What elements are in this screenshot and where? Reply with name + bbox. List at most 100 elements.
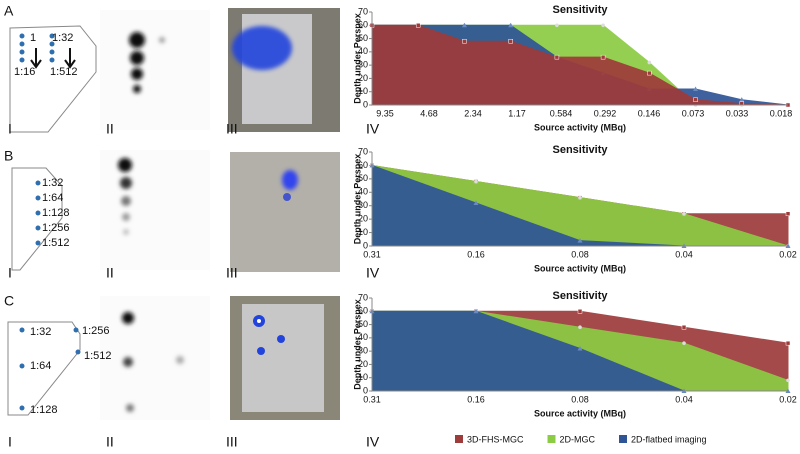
y-axis-title: Depth under Perspex [352,299,362,390]
marker [739,101,745,106]
marker [577,345,583,351]
panel-letter: C [4,293,14,309]
panel-numeral: IV [366,265,380,281]
x-tick-label: 0.08 [571,394,589,404]
panel-numeral: II [106,265,114,281]
marker [647,60,652,65]
y-tick-label: 40 [358,332,368,342]
marker [577,309,583,314]
panel-numeral: II [106,434,114,450]
y-tick-label: 40 [358,187,368,197]
y-tick-label: 50 [358,173,368,183]
x-tick-label: 0.04 [675,394,693,404]
plate-label: 1:32 [52,32,73,44]
panel-letter: B [4,148,13,164]
panel-numeral: I [8,434,12,450]
marker [473,308,479,314]
marker [578,325,582,330]
legend-label: 3D-FHS-MGC [467,434,524,444]
plate-label: 1:512 [42,237,70,249]
plate-label: 1:16 [14,66,35,78]
plate-label: 1:512 [84,350,112,362]
chart-title: Sensitivity [552,144,608,156]
marker [681,324,687,330]
panel-numeral: I [8,121,12,137]
marker [462,38,467,44]
plate-label: 1:32 [42,177,63,189]
panel-numeral: IV [366,121,380,137]
marker [601,23,605,28]
marker [554,54,560,60]
y-tick-label: 20 [358,359,368,369]
plate-label: 1:256 [82,325,110,337]
plate-label: 1:64 [30,360,51,372]
plate-label: 1:256 [42,222,70,234]
y-tick-label: 50 [358,33,368,43]
y-tick-label: 0 [363,385,368,395]
y-tick-label: 0 [363,240,368,250]
x-axis-title: Source activity (MBq) [534,263,626,273]
legend-label: 2D-MGC [560,434,596,444]
marker [786,378,790,383]
x-tick-label: 4.68 [420,108,438,118]
y-tick-label: 50 [358,319,368,329]
marker [785,340,791,346]
panel-numeral: III [226,265,238,281]
marker [647,70,652,76]
legend-label: 2D-flatbed imaging [631,434,707,444]
panel-numeral: IV [366,434,380,450]
y-tick-label: 60 [358,160,368,170]
area [371,24,789,106]
photo [230,296,340,420]
x-tick-label: 0.146 [638,108,661,118]
marker [600,54,606,60]
legend-swatch [619,435,627,443]
marker [474,179,478,184]
photo [230,152,340,272]
marker [473,200,479,206]
plate-label: 1:512 [50,66,78,78]
x-tick-label: 0.292 [594,108,617,118]
marker [508,22,514,28]
y-tick-label: 70 [358,146,368,156]
x-tick-label: 0.02 [779,249,797,259]
y-axis-title: Depth under Perspex [352,154,362,245]
x-axis-title: Source activity (MBq) [534,122,626,132]
x-tick-label: 0.04 [675,249,693,259]
marker [555,23,559,28]
plate-label: 1:32 [30,326,51,338]
marker [682,341,686,345]
y-tick-label: 10 [358,372,368,382]
photo [228,8,340,132]
x-tick-label: 0.073 [682,108,705,118]
panel-numeral: II [106,121,114,137]
y-tick-label: 10 [358,227,368,237]
y-axis-title: Depth under Perspex [352,13,362,104]
x-tick-label: 0.018 [770,108,793,118]
y-tick-label: 70 [358,292,368,302]
marker [577,238,583,243]
y-tick-label: 30 [358,60,368,70]
autoradiograph [100,296,210,420]
y-tick-label: 30 [358,346,368,356]
x-tick-label: 0.584 [550,108,573,118]
marker [508,38,513,44]
x-tick-label: 0.31 [363,394,381,404]
x-tick-label: 0.08 [571,249,589,259]
x-tick-label: 1.17 [508,108,526,118]
autoradiograph [100,10,210,130]
autoradiograph [100,150,210,270]
x-tick-label: 2.34 [464,108,482,118]
marker [682,211,686,216]
legend-swatch [455,435,463,443]
panel-numeral: III [226,121,238,137]
y-tick-label: 40 [358,46,368,56]
x-tick-label: 0.31 [363,249,381,259]
y-tick-label: 30 [358,200,368,210]
marker [785,211,791,217]
panel-numeral: I [8,265,12,281]
x-tick-label: 0.02 [779,394,797,404]
y-tick-label: 60 [358,20,368,30]
marker [739,97,745,102]
plate-diagram [7,321,81,416]
